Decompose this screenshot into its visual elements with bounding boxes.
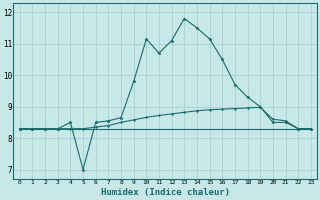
X-axis label: Humidex (Indice chaleur): Humidex (Indice chaleur): [101, 188, 230, 197]
